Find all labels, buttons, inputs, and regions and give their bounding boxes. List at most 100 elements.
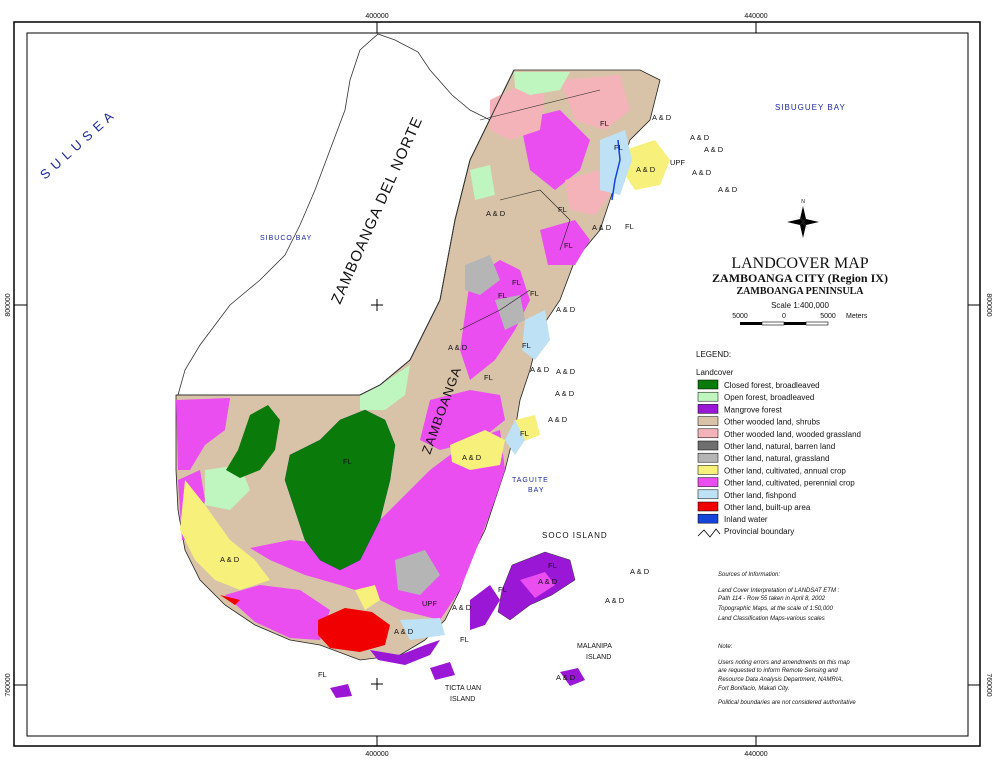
perennial-crop-area-3 [225,585,330,640]
code-ad: A & D [636,165,656,174]
code-fl: FL [558,205,567,214]
legend-item-label: Other land, natural, barren land [724,442,835,451]
annual-crop-area-1 [180,480,270,590]
grid-label-right-2: 760000 [985,673,992,696]
code-fl: FL [343,457,352,466]
legend-item-label: Other land, cultivated, annual crop [724,466,846,475]
code-fl: FL [520,429,529,438]
code-fl: FL [318,670,327,679]
grid-label-bottom-2: 440000 [744,751,767,758]
note-line: Resource Data Analysis Department, NAMRI… [718,677,843,683]
sources-line: Land Classification Maps-various scales [718,616,825,622]
code-ad: A & D [690,133,710,142]
code-fl: FL [625,222,634,231]
legend-item-label: Other wooded land, wooded grassland [724,430,861,439]
sources-heading: Sources of Information: [718,572,780,578]
legend-item-label: Other wooded land, shrubs [724,418,820,427]
forest-line-boundary [459,89,601,331]
legend-boundary-label: Provincial boundary [724,527,794,536]
closed-forest-area-2 [226,405,280,478]
open-forest-area-2 [360,365,410,410]
label-sibuguey-bay: SIBUGUEY BAY [775,103,846,112]
island-small-3 [330,684,352,698]
legend-swatch [697,416,719,426]
legend-swatch [697,379,719,390]
legend-item-label: Other land, natural, grassland [724,454,829,463]
grid-cross-marker-2 [371,678,383,690]
grid-ticks [14,22,980,746]
code-ad: A & D [592,223,612,232]
scale-text: Scale 1:400,000 [771,301,829,310]
code-ad: A & D [605,596,625,605]
island-small-1 [470,585,500,630]
grid-label-left-1: 800000 [5,293,12,316]
fishpond-area-1 [600,130,632,195]
annual-crop-area-4 [355,585,380,610]
legend-swatch [697,513,719,524]
north-arrow-icon: N [787,199,819,238]
island-small-2 [430,662,455,680]
open-forest-area-4 [470,165,495,200]
scale-tick-left: 5000 [732,313,748,320]
code-fl: FL [614,143,623,152]
legend-heading: LEGEND: [696,350,731,359]
code-ad: A & D [220,555,240,564]
code-fl: FL [548,561,557,570]
map-code-labels: FL FL FL FL FL FL FL FL FL FL FL FL FL F… [220,113,738,682]
legend-item-label: Other land, built-up area [724,503,811,512]
builtup-area-city [318,608,390,652]
legend-swatch [697,440,719,451]
code-ad: A & D [538,577,558,586]
scale-unit: Meters [846,313,868,320]
code-upf: UPF [422,599,437,608]
code-ad: A & D [556,305,576,314]
code-fl: FL [498,585,507,594]
code-fl: FL [564,241,573,250]
legend-swatch [697,404,719,414]
label-malanipa-1: MALANIPA [577,643,612,650]
fishpond-area-2 [522,310,550,360]
note-block: Note: Users noting errors and amendments… [718,644,856,706]
code-fl: FL [530,289,539,298]
map-title-line1: LANDCOVER MAP [731,255,868,272]
label-tictauan-1: TICTA UAN [445,685,481,692]
sources-block: Sources of Information: Land Cover Inter… [718,572,840,622]
legend-group-label: Landcover [696,368,734,377]
legend-item-label: Other land, fishpond [724,491,796,500]
legend-item-label: Other land, cultivated, perennial crop [724,479,855,488]
code-fl: FL [522,341,531,350]
map-title-line3: ZAMBOANGA PENINSULA [737,286,865,297]
scale-tick-zero: 0 [782,313,786,320]
mangrove-coast [370,640,440,665]
label-taguite-bay-2: BAY [528,487,545,494]
code-ad: A & D [652,113,672,122]
legend-boundary-item: Provincial boundary [697,527,794,538]
boundary-line-icon [697,528,721,538]
code-fl: FL [460,635,469,644]
legend-swatch [697,465,719,475]
code-ad: A & D [462,453,482,462]
code-fl: FL [512,278,521,287]
code-ad: A & D [556,367,576,376]
perennial-crop-area-7 [540,220,590,265]
legend-item-label: Closed forest, broadleaved [724,381,820,390]
code-ad: A & D [394,627,414,636]
note-line: Users noting errors and amendments on th… [718,660,850,666]
grid-label-bottom-1: 400000 [365,751,388,758]
grid-cross-marker-1 [371,299,383,311]
code-upf: UPF [670,158,685,167]
code-fl: FL [600,119,609,128]
code-ad: A & D [452,603,472,612]
legend-item-label: Inland water [724,515,768,524]
wooded-grassland-area-3 [565,170,610,215]
grassland-area-3 [495,295,525,330]
inland-water-river [611,139,621,201]
closed-forest-area-main [284,409,396,571]
legend-swatch [697,489,719,500]
legend-swatch [697,428,719,439]
code-ad: A & D [555,389,575,398]
code-ad: A & D [530,365,550,374]
legend-swatch [697,477,719,487]
annual-crop-area-2 [450,430,505,470]
wooded-grassland-area-1 [490,85,545,140]
